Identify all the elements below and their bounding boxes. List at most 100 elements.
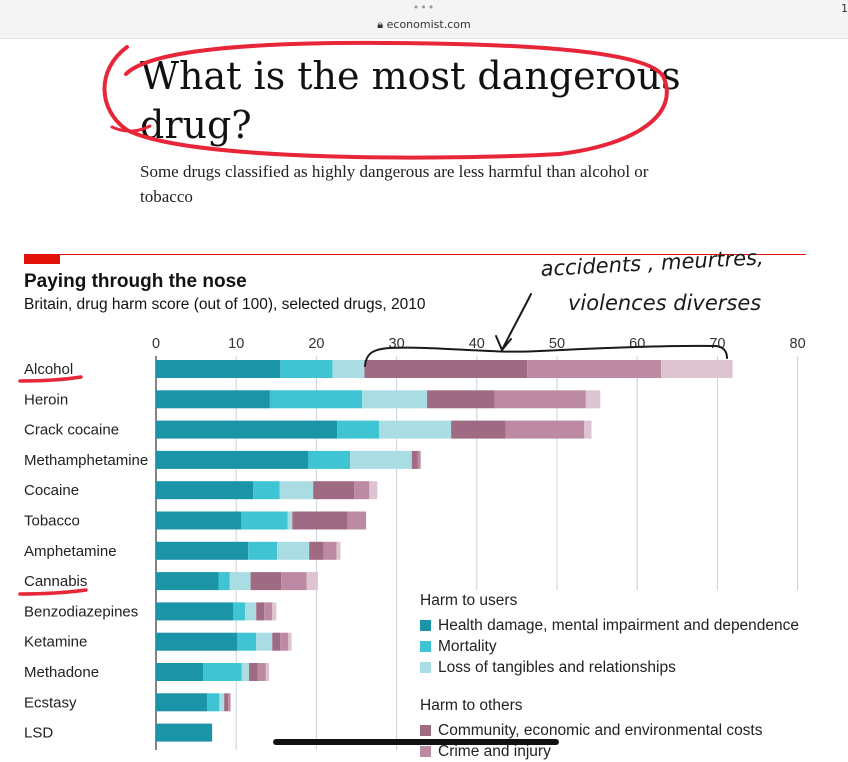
bar-segment — [253, 481, 280, 500]
y-category-label: Methamphetamine — [24, 452, 148, 469]
bar-segment — [337, 420, 379, 439]
bar-segment — [265, 663, 270, 681]
bar-segment — [241, 663, 250, 681]
y-category-label: Benzodiazepines — [24, 603, 138, 620]
bar-segment — [249, 663, 258, 681]
bar-segment — [156, 450, 309, 469]
bar-segment — [332, 360, 365, 378]
url-label[interactable]: 🔒︎ economist.com — [0, 18, 848, 32]
y-category-label: Methadone — [24, 664, 99, 681]
bar-segment — [661, 360, 733, 378]
bar-segment — [264, 602, 273, 621]
bar-segment — [308, 450, 351, 469]
bar-segment — [156, 572, 219, 591]
lock-icon: 🔒︎ — [377, 18, 387, 31]
legend-label: Mortality — [438, 638, 497, 655]
bar-segment — [257, 663, 266, 681]
tab-overview-dots[interactable]: ••• — [412, 1, 436, 14]
y-category-label: Amphetamine — [24, 543, 117, 560]
y-category-label: Tobacco — [24, 513, 80, 530]
bar-segment — [256, 632, 273, 651]
legend-label: Health damage, mental impairment and dep… — [438, 617, 800, 634]
headline-circle-marking — [102, 40, 669, 160]
corner-glyph: 1 — [841, 2, 848, 15]
bar-segment — [207, 693, 220, 712]
legend-group-title: Harm to others — [420, 697, 523, 714]
bar-segment — [272, 632, 281, 651]
legend-item: Loss of tangibles and relationships — [420, 657, 840, 678]
home-indicator[interactable] — [273, 739, 559, 745]
bar-segment — [156, 511, 242, 530]
bar-segment — [411, 450, 418, 469]
legend-swatch — [420, 725, 431, 736]
chart-title: Paying through the nose — [24, 271, 247, 292]
chart-red-tag — [24, 254, 60, 264]
x-tick-label: 80 — [790, 336, 806, 352]
bar-segment — [156, 602, 233, 621]
bar-segment — [336, 541, 341, 560]
bar-segment — [281, 572, 307, 591]
bar-segment — [256, 602, 265, 621]
bar-segment — [287, 511, 293, 530]
legend-swatch — [420, 620, 431, 631]
bar-segment — [203, 663, 242, 681]
bar-segment — [156, 420, 338, 439]
bar-segment — [306, 572, 319, 591]
bar-segment — [494, 390, 586, 409]
bar-segment — [354, 481, 370, 500]
legend-item: Mortality — [420, 636, 840, 657]
bar-segment — [241, 511, 288, 530]
bar-segment — [232, 602, 246, 621]
bar-segment — [364, 360, 528, 378]
bar-segment — [288, 632, 292, 651]
bar-segment — [451, 420, 506, 439]
bar-segment — [245, 602, 257, 621]
bar-segment — [229, 572, 251, 591]
x-tick-label: 60 — [629, 336, 645, 352]
y-category-label: Crack cocaine — [24, 422, 119, 439]
bar-segment — [224, 693, 229, 712]
browser-bar: ••• 🔒︎ economist.com 1 — [0, 0, 848, 39]
bar-segment — [309, 541, 324, 560]
bar-segment — [248, 541, 278, 560]
bar-segment — [250, 572, 282, 591]
x-tick-label: 10 — [228, 336, 244, 352]
annotation-arrow — [495, 293, 532, 351]
bar-segment — [228, 693, 231, 712]
legend-label: Community, economic and environmental co… — [438, 722, 763, 739]
annotation-line1: accidents , meurtres, — [540, 245, 764, 281]
x-tick-label: 50 — [549, 336, 565, 352]
bar-segment — [527, 360, 662, 378]
bar-segment — [378, 420, 452, 439]
chart-subtitle: Britain, drug harm score (out of 100), s… — [24, 296, 426, 313]
bar-segment — [584, 420, 592, 439]
bar-segment — [280, 360, 333, 378]
x-tick-label: 0 — [152, 336, 160, 352]
bar-segment — [156, 663, 204, 681]
article-dek: Some drugs classified as highly dangerou… — [140, 162, 649, 206]
bar-segment — [585, 390, 601, 409]
url-text: economist.com — [386, 18, 471, 31]
legend-swatch — [420, 746, 431, 757]
bar-segment — [272, 602, 277, 621]
bar-segment — [219, 693, 225, 712]
legend-label: Loss of tangibles and relationships — [438, 659, 676, 676]
x-tick-label: 20 — [308, 336, 324, 352]
headline-circle-tail — [110, 124, 152, 133]
bar-segment — [350, 450, 412, 469]
bar-segment — [369, 481, 378, 500]
y-category-label: Alcohol — [24, 361, 73, 378]
bar-segment — [218, 572, 230, 591]
legend-swatch — [420, 641, 431, 652]
annotation-line2: violences diverses — [568, 291, 761, 315]
bar-segment — [156, 723, 213, 742]
y-category-label: Heroin — [24, 391, 68, 408]
cannabis-underline — [18, 588, 88, 596]
bar-segment — [277, 541, 310, 560]
x-tick-label: 40 — [469, 336, 485, 352]
bar-segment — [279, 481, 314, 500]
bar-segment — [156, 693, 208, 712]
y-category-label: Cocaine — [24, 482, 79, 499]
y-category-label: LSD — [24, 725, 53, 742]
